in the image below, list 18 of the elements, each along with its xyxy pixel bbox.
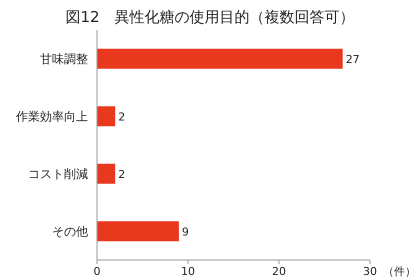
x-tick-label: 0 — [94, 265, 100, 278]
y-tick-label: 作業効率向上 — [15, 109, 88, 124]
y-tick-label: コスト削減 — [28, 166, 88, 181]
bar — [97, 48, 343, 69]
data-label: 9 — [182, 225, 189, 238]
bar — [97, 164, 116, 184]
data-label: 27 — [346, 52, 360, 66]
x-tick-label: 30 — [363, 265, 377, 278]
bar — [97, 221, 179, 242]
data-label: 2 — [118, 168, 126, 181]
x-tick-label: 10 — [181, 265, 195, 278]
x-tick-label: 20 — [272, 265, 286, 278]
y-tick-label: 甘味調整 — [40, 52, 88, 66]
bar — [97, 106, 116, 126]
y-tick-label: その他 — [52, 224, 88, 238]
chart-title: 図12 異性化糖の使用目的（複数回答可） — [65, 8, 355, 26]
data-label: 2 — [118, 110, 126, 124]
x-axis-title: （件） — [383, 265, 416, 278]
